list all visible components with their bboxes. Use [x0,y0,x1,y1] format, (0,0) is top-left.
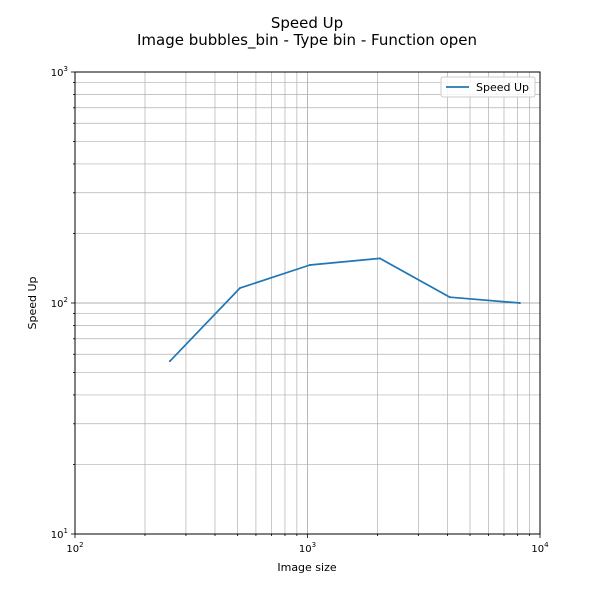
data-point [168,360,171,363]
x-tick-label: 103 [299,541,316,555]
data-point [448,296,451,299]
y-tick-label: 102 [51,296,68,310]
legend: Speed Up [440,76,536,98]
chart-title: Speed Up [271,14,343,32]
x-tick-label: 102 [66,541,83,555]
ticks [71,71,541,538]
y-tick-label: 103 [51,65,68,79]
legend-label: Speed Up [476,81,529,94]
series-line-speed-up [169,257,520,362]
data-point [308,264,311,267]
chart-subtitle: Image bubbles_bin - Type bin - Function … [137,31,477,50]
y-axis-label: Speed Up [26,276,39,329]
data-point [238,287,241,290]
data-point [378,257,381,260]
x-tick-label: 104 [531,541,549,555]
data-point [518,302,521,304]
series-layer [168,257,521,363]
grid [74,71,541,535]
x-axis-label: Image size [277,561,337,574]
y-tick-label: 101 [51,527,68,541]
legend-box [440,76,536,98]
